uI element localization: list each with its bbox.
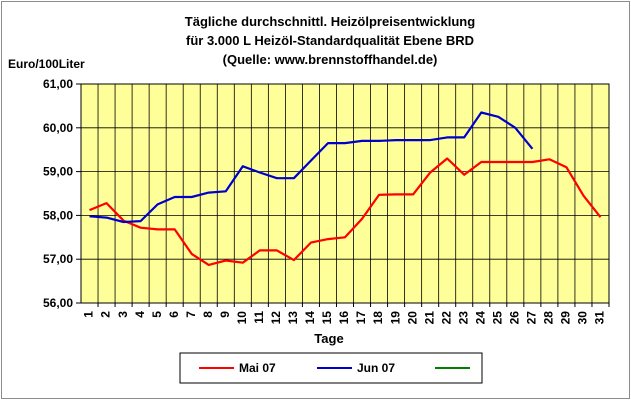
x-tick-label: 22	[439, 311, 453, 325]
x-tick-label: 25	[490, 311, 504, 325]
x-tick-label: 6	[167, 311, 181, 318]
x-tick-label: 19	[388, 311, 402, 325]
x-tick-label: 30	[576, 311, 590, 325]
y-tick-label: 58,00	[43, 208, 73, 222]
x-tick-label: 29	[559, 311, 573, 325]
legend: Mai 07 Jun 07	[179, 352, 483, 384]
y-axis-label: Euro/100Liter	[8, 57, 85, 71]
y-tick-label: 56,00	[43, 296, 73, 310]
x-tick-label: 16	[337, 311, 351, 325]
chart-title-line-1: Tägliche durchschnittl. Heizölpreisentwi…	[185, 14, 475, 29]
x-axis-ticks: 1 2 3 4 5 6 7 8 9 10 11 12 13 14 15 16 17 18 19 20 21 22 23 24 2…	[82, 303, 610, 325]
x-tick-label: 31	[593, 311, 607, 325]
y-tick-label: 60,00	[43, 121, 73, 135]
series-line-2	[89, 111, 534, 224]
x-tick-label: 8	[201, 311, 215, 318]
x-tick-label: 14	[303, 311, 317, 325]
x-tick-label: 27	[525, 311, 539, 325]
x-tick-label: 13	[286, 311, 300, 325]
x-tick-label: 9	[218, 311, 232, 318]
legend-label-jun-07: Jun 07	[357, 361, 395, 375]
y-tick-label: 59,00	[43, 165, 73, 179]
x-tick-label: 2	[99, 311, 113, 318]
y-axis-ticks: 56,00 57,00 58,00 59,00 60,00 61,00	[43, 77, 81, 310]
x-tick-label: 26	[507, 311, 521, 325]
y-tick-label: 57,00	[43, 252, 73, 266]
x-tick-label: 18	[371, 311, 385, 325]
x-tick-label: 21	[422, 311, 436, 325]
x-tick-label: 10	[235, 311, 249, 325]
x-tick-label: 1	[82, 311, 96, 318]
x-tick-label: 20	[405, 311, 419, 325]
legend-label-mai-07: Mai 07	[239, 361, 276, 375]
x-tick-label: 5	[150, 311, 164, 318]
x-tick-label: 7	[184, 311, 198, 318]
x-tick-label: 4	[133, 311, 147, 318]
x-tick-label: 17	[354, 311, 368, 325]
x-tick-label: 28	[542, 311, 556, 325]
x-axis-label: Tage	[314, 331, 343, 346]
plot-area	[80, 83, 610, 304]
chart-title: Tägliche durchschnittl. Heizölpreisentwi…	[185, 14, 475, 67]
x-tick-label: 15	[320, 311, 334, 325]
x-tick-label: 23	[456, 311, 470, 325]
series-lines	[89, 111, 602, 266]
series-line-1	[89, 157, 602, 266]
x-tick-label: 24	[473, 311, 487, 325]
x-tick-label: 3	[116, 311, 130, 318]
chart-title-line-2: für 3.000 L Heizöl-Standardqualität Eben…	[186, 33, 474, 48]
chart-title-line-3: (Quelle: www.brennstoffhandel.de)	[223, 52, 438, 67]
x-tick-label: 12	[269, 311, 283, 325]
x-tick-label: 11	[252, 311, 266, 324]
y-tick-label: 61,00	[43, 77, 73, 91]
